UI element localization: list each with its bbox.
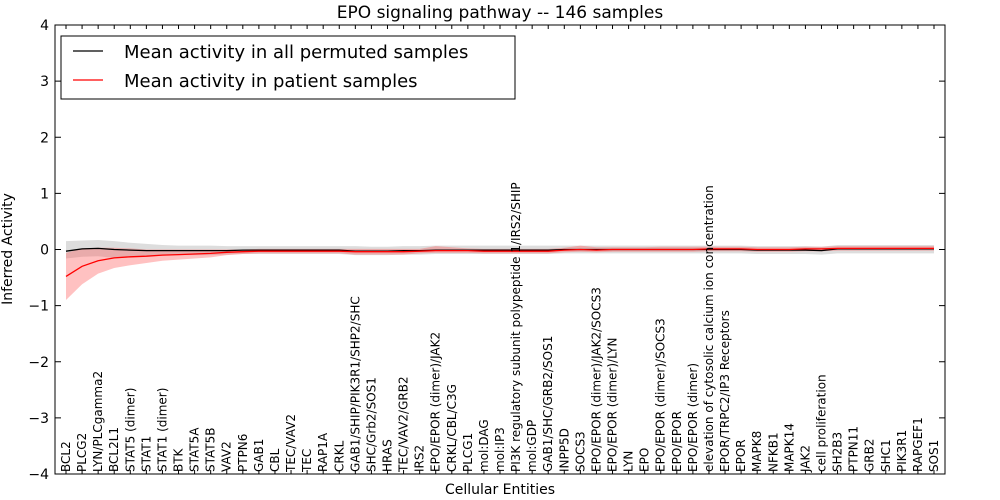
x-category-label: STAT1 (dimer) <box>155 388 169 472</box>
x-category-label: PLCG2 <box>75 433 89 472</box>
x-category-label: INPP5D <box>557 428 571 472</box>
legend: Mean activity in all permuted samples Me… <box>60 35 516 100</box>
x-category-label: RAP1A <box>316 432 330 472</box>
y-tick-label: 1 <box>40 186 49 202</box>
x-category-label: CBL <box>268 448 282 472</box>
x-category-label: EPO/EPOR (dimer)/JAK2 <box>429 332 443 472</box>
x-category-label: EPO/EPOR (dimer)/LYN <box>606 338 620 472</box>
chart-title: EPO signaling pathway -- 146 samples <box>337 3 664 23</box>
y-tick-label: 2 <box>40 130 49 146</box>
x-category-label: elevation of cytosolic calcium ion conce… <box>702 185 716 472</box>
x-category-label: PIK3R1 <box>895 430 909 472</box>
y-tick-label: −4 <box>28 467 49 483</box>
legend-box <box>60 35 516 100</box>
x-category-label: MAPK8 <box>750 431 764 472</box>
legend-label-patient: Mean activity in patient samples <box>124 71 418 92</box>
x-category-label: EPOR <box>734 439 748 472</box>
x-category-label: SOCS3 <box>573 431 587 472</box>
x-category-label: STAT5 (dimer) <box>123 388 137 472</box>
x-category-label: TEC/VAV2 <box>284 414 298 473</box>
x-category-label: BTK <box>172 447 186 472</box>
x-category-label: cell proliferation <box>815 374 829 472</box>
x-category-label: TEC <box>300 449 314 473</box>
plot-area: −4 −3 −2 −1 0 1 2 3 4 BCL2 PLCG2 LYN/PLCgamma2 BCL2L… <box>28 18 946 483</box>
y-tick-label: 3 <box>40 74 49 90</box>
x-category-label: HRAS <box>381 439 395 472</box>
x-category-label: NFKB1 <box>766 432 780 472</box>
x-category-label: STAT1 <box>139 436 153 472</box>
x-category-label: GAB1/SHIP/PIK3R1/SHP2/SHC <box>348 296 362 472</box>
x-category-label: EPO/EPOR (dimer) <box>686 363 700 472</box>
x-category-label: RAPGEF1 <box>911 417 925 472</box>
x-category-label: SHC1 <box>879 439 893 472</box>
legend-label-permuted: Mean activity in all permuted samples <box>124 42 468 63</box>
x-category-label: PLCG1 <box>461 433 475 472</box>
x-axis-label: Cellular Entities <box>445 482 555 498</box>
x-category-label: EPOR/TRPC2/IP3 Receptors <box>718 310 732 472</box>
y-tick-label: −1 <box>28 299 49 315</box>
x-category-label: LYN/PLCgamma2 <box>91 371 105 472</box>
x-category-label: EPO/EPOR (dimer)/JAK2/SOCS3 <box>589 287 603 472</box>
x-category-label: TEC/VAV2/GRB2 <box>397 376 411 473</box>
x-category-label: MAPK14 <box>782 423 796 472</box>
x-category-label: BCL2 <box>59 441 73 472</box>
x-category-label: BCL2L1 <box>107 427 121 472</box>
x-category-label: PTPN11 <box>847 426 861 472</box>
y-tick-label: 4 <box>40 18 49 34</box>
x-category-label: EPO <box>638 448 652 472</box>
x-category-label: IRS2 <box>413 445 427 472</box>
x-category-label: SOS1 <box>927 440 941 472</box>
x-category-label: VAV2 <box>220 441 234 472</box>
x-category-label: CRKL/CBL/C3G <box>445 384 459 472</box>
y-tick-label: 0 <box>40 243 49 259</box>
x-category-label: mol:IP3 <box>493 427 507 472</box>
x-category-label: JAK2 <box>798 445 812 473</box>
patient-mean-line <box>65 247 934 277</box>
x-category-label: PI3K regulatory subunit polypeptide 1/IR… <box>509 182 523 472</box>
x-category-label: GAB1 <box>252 439 266 472</box>
x-category-label: PTPN6 <box>236 434 250 472</box>
x-category-label: LYN <box>622 451 636 472</box>
x-category-label: STAT5B <box>204 428 218 473</box>
x-category-label: GAB1/SHC/GRB2/SOS1 <box>541 336 555 472</box>
x-category-label: SHC/Grb2/SOS1 <box>364 377 378 472</box>
y-tick-label: −2 <box>28 355 49 371</box>
x-category-label: mol:GDP <box>525 420 539 472</box>
y-tick-label: −3 <box>28 411 49 427</box>
x-category-label: EPO/EPOR <box>670 411 684 472</box>
x-category-label: CRKL <box>332 440 346 472</box>
x-category-label: SH2B3 <box>831 432 845 472</box>
y-axis-label: Inferred Activity <box>0 193 16 305</box>
x-category-label: EPO/EPOR (dimer)/SOCS3 <box>654 318 668 472</box>
x-category-label: mol:DAG <box>477 419 491 472</box>
x-category-label: STAT5A <box>188 427 202 472</box>
permuted-band <box>66 240 934 259</box>
x-category-label: GRB2 <box>863 438 877 472</box>
